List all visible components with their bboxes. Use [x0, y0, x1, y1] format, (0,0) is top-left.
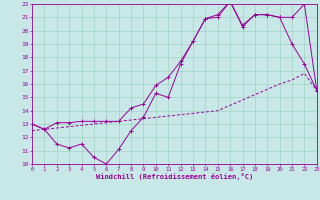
- X-axis label: Windchill (Refroidissement éolien,°C): Windchill (Refroidissement éolien,°C): [96, 173, 253, 180]
